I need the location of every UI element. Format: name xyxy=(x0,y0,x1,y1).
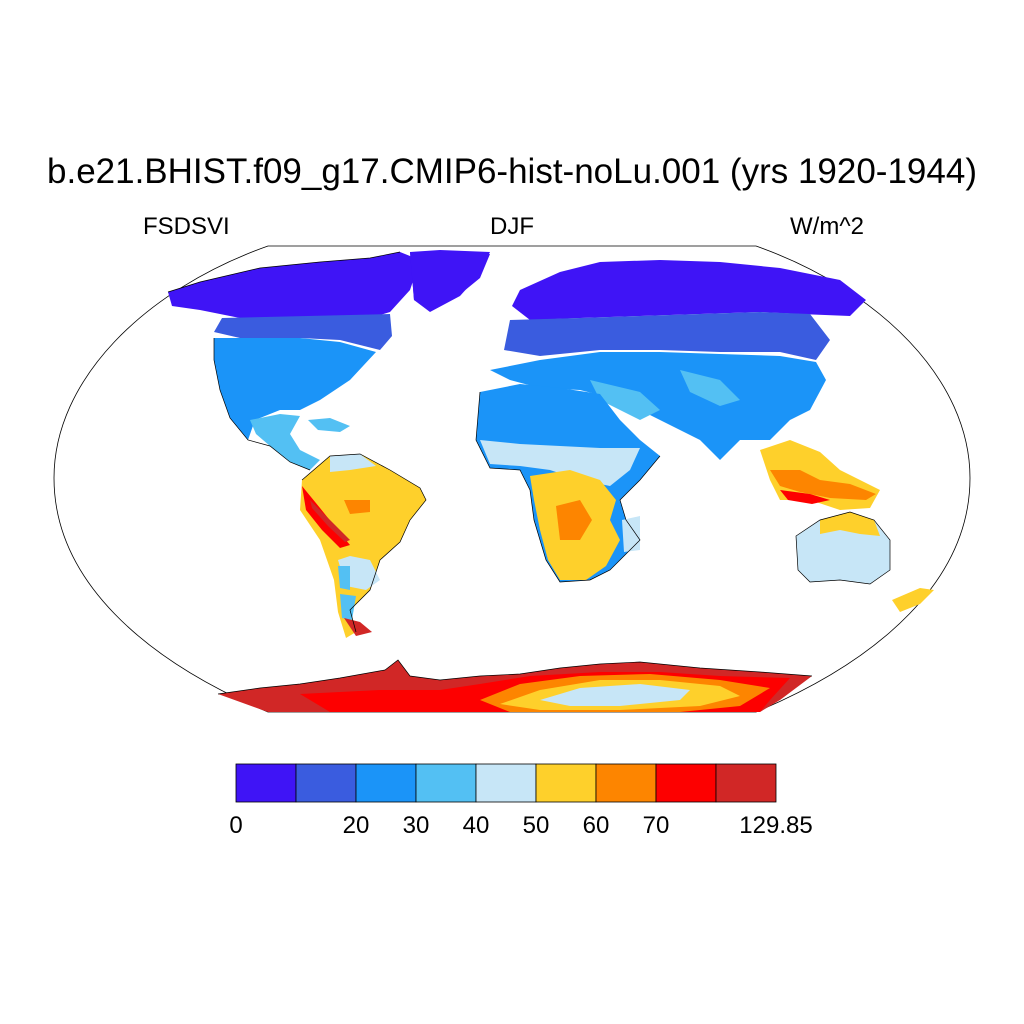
colorbar-tick-label: 0 xyxy=(229,812,243,839)
colorbar-tick-label: 50 xyxy=(522,812,550,839)
colorbar-swatch xyxy=(295,763,357,803)
colorbar-tick-label: 20 xyxy=(342,812,370,839)
colorbar-tick-label: 40 xyxy=(462,812,490,839)
colorbar-tick-label: 129.85 xyxy=(739,812,813,839)
colorbar-swatch xyxy=(715,763,777,803)
colorbar-swatch xyxy=(595,763,657,803)
australia-region xyxy=(796,512,934,612)
colorbar-swatch xyxy=(535,763,597,803)
colorbar-swatch xyxy=(655,763,717,803)
eurasia-region xyxy=(490,260,866,460)
antarctica-region xyxy=(218,660,812,712)
units-label: W/m^2 xyxy=(790,213,864,240)
africa-region xyxy=(476,384,660,582)
plot-title: b.e21.BHIST.f09_g17.CMIP6-hist-noLu.001 … xyxy=(47,152,977,191)
colorbar-tick-label: 70 xyxy=(642,812,670,839)
south-america-region xyxy=(300,454,426,638)
colorbar-swatch xyxy=(475,763,537,803)
colorbar-swatch xyxy=(415,763,477,803)
coastlines xyxy=(167,251,891,695)
season-label: DJF xyxy=(490,213,534,240)
colorbar-tick-label: 30 xyxy=(402,812,430,839)
variable-label: FSDSVI xyxy=(143,213,230,240)
colorbar-swatch xyxy=(235,763,297,803)
colorbar-swatch xyxy=(355,763,417,803)
colorbar xyxy=(235,763,777,803)
greenland-region xyxy=(410,252,490,310)
colorbar-tick-label: 60 xyxy=(582,812,610,839)
southeast-asia-region xyxy=(760,440,880,510)
